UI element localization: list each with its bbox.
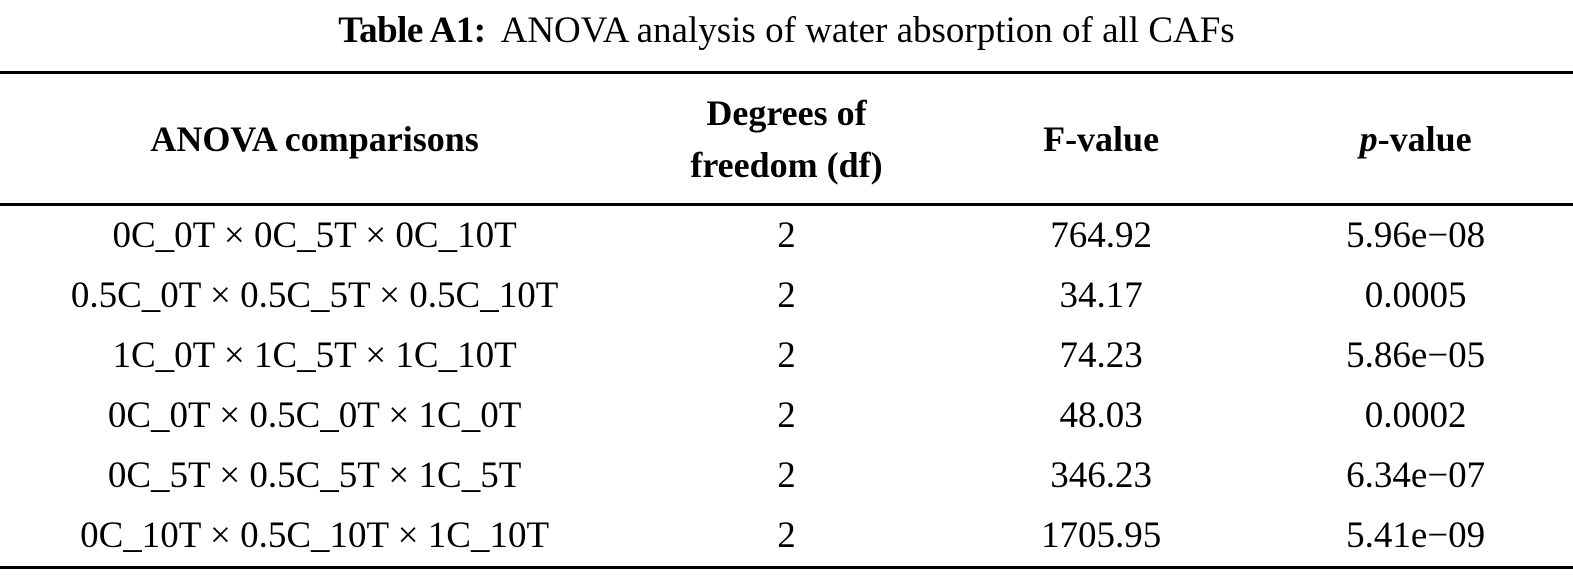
cell-f-value: 1705.95 (1040, 515, 1162, 556)
header-p-value-italic-p: p (1359, 118, 1378, 159)
cell-p-value: 5.96e−08 (1346, 215, 1486, 256)
header-p-value-rest: -value (1377, 118, 1472, 159)
header-degrees-of-freedom-line1: Degrees of (706, 92, 867, 133)
cell-f-value: 74.23 (1059, 335, 1143, 376)
cell-comparison: 1C_0T × 1C_5T × 1C_10T (112, 335, 517, 376)
table-row: 0C_5T × 0.5C_5T × 1C_5T 2 346.23 6.34e−0… (0, 446, 1573, 506)
header-f-value: F-value (1043, 118, 1160, 159)
table-caption: Table A1: ANOVA analysis of water absorp… (0, 0, 1573, 71)
table-header-rule (0, 203, 1573, 206)
cell-p-value: 6.34e−07 (1346, 455, 1486, 496)
cell-p-value: 0.0002 (1364, 395, 1467, 436)
table-caption-label: Table A1: (338, 10, 486, 51)
table-caption-text: ANOVA analysis of water absorption of al… (500, 10, 1235, 51)
table-bottom-rule (0, 566, 1573, 569)
header-anova-comparisons: ANOVA comparisons (150, 118, 479, 159)
cell-comparison: 0C_10T × 0.5C_10T × 1C_10T (80, 515, 550, 556)
cell-df: 2 (777, 215, 796, 256)
header-p-value: p-value (1258, 113, 1573, 165)
cell-f-value: 48.03 (1059, 395, 1143, 436)
table-body: 0C_0T × 0C_5T × 0C_10T 2 764.92 5.96e−08… (0, 206, 1573, 566)
table-row: 0C_0T × 0C_5T × 0C_10T 2 764.92 5.96e−08 (0, 206, 1573, 266)
cell-p-value: 0.0005 (1364, 275, 1467, 316)
cell-p-value: 5.86e−05 (1346, 335, 1486, 376)
table-row: 1C_0T × 1C_5T × 1C_10T 2 74.23 5.86e−05 (0, 326, 1573, 386)
cell-df: 2 (777, 275, 796, 316)
cell-comparison: 0C_5T × 0.5C_5T × 1C_5T (107, 455, 522, 496)
cell-f-value: 346.23 (1050, 455, 1152, 496)
cell-comparison: 0C_0T × 0.5C_0T × 1C_0T (107, 395, 522, 436)
cell-comparison: 0.5C_0T × 0.5C_5T × 0.5C_10T (70, 275, 559, 316)
cell-df: 2 (777, 395, 796, 436)
cell-f-value: 34.17 (1059, 275, 1143, 316)
cell-f-value: 764.92 (1050, 215, 1152, 256)
table-row: 0C_0T × 0.5C_0T × 1C_0T 2 48.03 0.0002 (0, 386, 1573, 446)
cell-p-value: 5.41e−09 (1346, 515, 1486, 556)
cell-df: 2 (777, 335, 796, 376)
table-row: 0C_10T × 0.5C_10T × 1C_10T 2 1705.95 5.4… (0, 506, 1573, 566)
cell-df: 2 (777, 515, 796, 556)
table-row: 0.5C_0T × 0.5C_5T × 0.5C_10T 2 34.17 0.0… (0, 266, 1573, 326)
header-degrees-of-freedom-line2: freedom (df) (690, 144, 883, 185)
cell-comparison: 0C_0T × 0C_5T × 0C_10T (112, 215, 517, 256)
table-top-rule (0, 71, 1573, 74)
cell-df: 2 (777, 455, 796, 496)
table-header-row: ANOVA comparisons Degrees of freedom (df… (0, 74, 1573, 203)
header-degrees-of-freedom: Degrees of freedom (df) (629, 87, 944, 191)
